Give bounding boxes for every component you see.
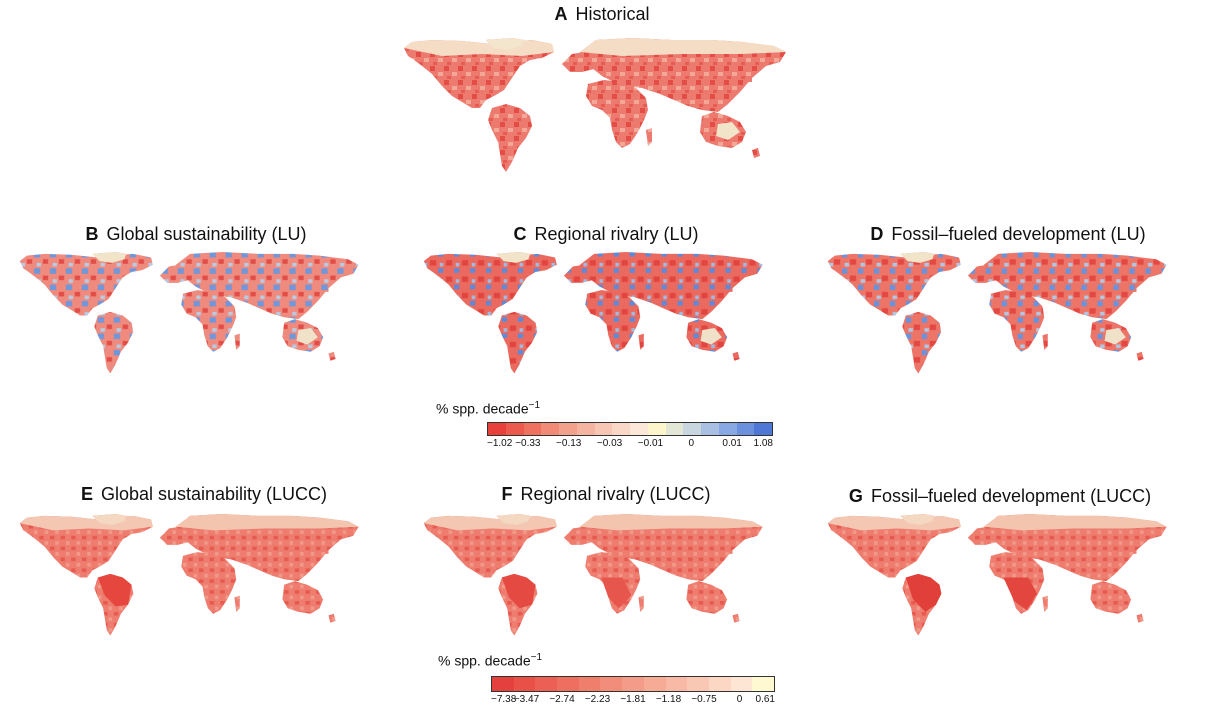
colorbar-cell <box>630 423 648 435</box>
panel-letter: F <box>501 484 513 504</box>
colorbar-tick-label: −2.23 <box>584 694 611 705</box>
panel-label: Regional rivalry (LU) <box>534 224 699 244</box>
legend-title-exponent: −1 <box>530 652 543 663</box>
colorbar-tick-label: 1.08 <box>753 438 773 449</box>
colorbar-tick-label: −0.03 <box>596 438 623 449</box>
colorbar-cell <box>708 677 731 691</box>
panel-letter: C <box>513 224 527 244</box>
colorbar-cell <box>718 423 737 435</box>
panel-label: Regional rivalry (LUCC) <box>520 484 711 504</box>
colorbar-cell <box>736 423 755 435</box>
colorbar-cell <box>687 677 709 691</box>
panel-label: Fossil–fueled development (LUCC) <box>870 486 1152 506</box>
colorbar-cell <box>594 423 613 435</box>
colorbar-lucc <box>491 676 775 692</box>
world-map-regional-rivalry-lu <box>423 252 763 374</box>
colorbar-tick-label: 0.01 <box>722 438 742 449</box>
colorbar-tick-label: 0.61 <box>755 694 775 705</box>
colorbar-tick-label: 0 <box>736 694 743 705</box>
panel-label: Global sustainability (LUCC) <box>100 484 328 504</box>
colorbar-cell <box>752 677 774 691</box>
world-map-global-sustainability-lucc <box>19 514 359 636</box>
panel-letter: A <box>554 4 568 24</box>
colorbar-tick-label: −0.01 <box>637 438 664 449</box>
panel-letter: G <box>848 486 863 506</box>
colorbar-cell <box>665 677 688 691</box>
colorbar-ticks-lucc: −7.38 −3.47 −2.74 −2.23 −1.81 −1.18 −0.75 0 0.61 <box>491 694 775 708</box>
colorbar-cell <box>541 423 559 435</box>
colorbar-tick-label: −1.18 <box>655 694 682 705</box>
colorbar-cell <box>535 677 558 691</box>
colorbar-cell <box>701 423 719 435</box>
colorbar-cell <box>754 423 772 435</box>
colorbar-tick-label: 0 <box>688 438 695 449</box>
legend-title-exponent: −1 <box>528 400 541 411</box>
colorbar-tick-label: −1.81 <box>620 694 646 705</box>
world-map-historical <box>404 38 786 172</box>
panel-title-g: G Fossil–fueled development (LUCC) <box>849 486 1151 507</box>
colorbar-cell <box>488 423 506 435</box>
world-map-global-sustainability-lu <box>19 252 359 374</box>
colorbar-cell <box>643 677 666 691</box>
panel-title-d: D Fossil–fueled development (LU) <box>870 224 1145 245</box>
world-map-regional-rivalry-lucc <box>423 514 763 636</box>
colorbar-tick-label: −2.74 <box>549 694 575 705</box>
colorbar-tick-label: −1.02 <box>487 438 513 449</box>
panel-title-c: C Regional rivalry (LU) <box>513 224 698 245</box>
panel-letter: D <box>870 224 884 244</box>
legend-lucc: % spp. decade−1 −7.38 −3.47 −2.74 −2.23 −1.8… <box>430 652 800 712</box>
colorbar-cell <box>492 677 514 691</box>
colorbar-cell <box>665 423 684 435</box>
colorbar-cell <box>505 423 524 435</box>
colorbar-cell <box>557 677 579 691</box>
legend-title-text: % spp. decade <box>438 652 531 669</box>
panel-label: Global sustainability (LU) <box>106 224 307 244</box>
colorbar-cell <box>647 423 666 435</box>
colorbar-ticks-lu: −1.02 −0.33 −0.13 −0.03 −0.01 0 0.01 1.08 <box>487 438 773 452</box>
colorbar-lu <box>487 422 773 436</box>
panel-title-f: F Regional rivalry (LUCC) <box>501 484 710 505</box>
panel-title-b: B Global sustainability (LU) <box>85 224 306 245</box>
colorbar-cell <box>612 423 630 435</box>
legend-title: % spp. decade−1 <box>438 652 542 669</box>
panel-title-e: E Global sustainability (LUCC) <box>81 484 327 505</box>
world-map-fossil-fueled-lucc <box>827 514 1167 636</box>
colorbar-cell <box>559 423 577 435</box>
legend-lu: % spp. decade−1 −1.02 −0.33 −0.13 −0.03 −0.0… <box>430 398 790 458</box>
panel-label: Fossil–fueled development (LU) <box>891 224 1146 244</box>
panel-letter: B <box>85 224 99 244</box>
colorbar-tick-label: −7.38 <box>491 694 517 705</box>
colorbar-cell <box>523 423 542 435</box>
colorbar-tick-label: −0.33 <box>515 438 541 449</box>
colorbar-cell <box>683 423 701 435</box>
colorbar-cell <box>513 677 536 691</box>
legend-title-text: % spp. decade <box>436 400 529 417</box>
legend-title: % spp. decade−1 <box>436 400 540 417</box>
world-map-fossil-fueled-lu <box>827 252 1167 374</box>
colorbar-tick-label: −0.13 <box>556 438 582 449</box>
colorbar-cell <box>576 423 595 435</box>
panel-title-a: A Historical <box>554 4 649 25</box>
panel-label: Historical <box>575 4 650 24</box>
colorbar-cell <box>730 677 753 691</box>
colorbar-cell <box>600 677 623 691</box>
panel-letter: E <box>80 484 93 504</box>
colorbar-cell <box>578 677 601 691</box>
colorbar-tick-label: −0.75 <box>691 694 717 705</box>
colorbar-tick-label: −3.47 <box>513 694 540 705</box>
colorbar-cell <box>622 677 644 691</box>
